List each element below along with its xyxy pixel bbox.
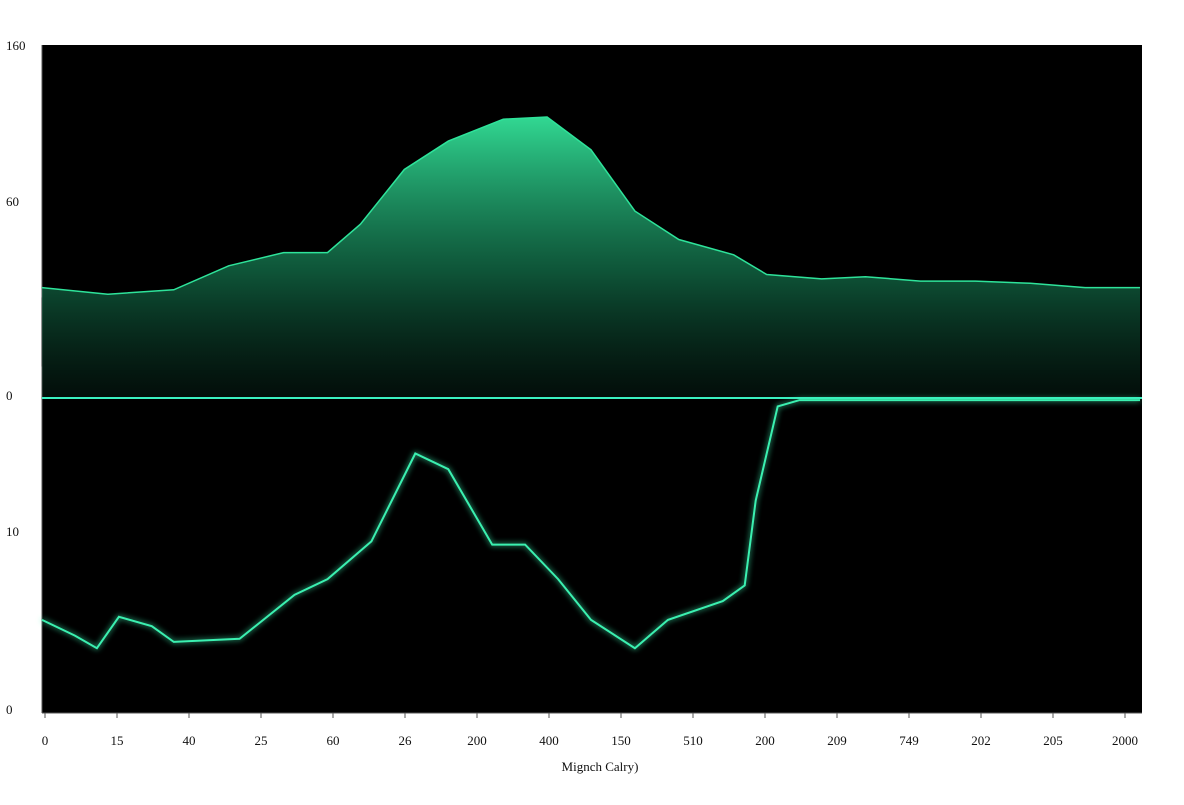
x-tick-label: 205 bbox=[1043, 733, 1063, 748]
area bbox=[42, 117, 1140, 397]
x-tick-label: 0 bbox=[42, 733, 49, 748]
x-tick-label: 26 bbox=[399, 733, 413, 748]
area-edge bbox=[41, 116, 1140, 295]
x-tick-label: 400 bbox=[539, 733, 559, 748]
x-tick-label: 25 bbox=[255, 733, 268, 748]
x-axis-label: Mignch Calry) bbox=[562, 759, 639, 774]
x-tick-label: 60 bbox=[327, 733, 340, 748]
y-tick-label: 60 bbox=[6, 194, 19, 209]
y-tick-label: 0 bbox=[6, 388, 13, 403]
x-tick-label: 749 bbox=[899, 733, 919, 748]
x-tick-label: 40 bbox=[183, 733, 196, 748]
x-tick-label: 209 bbox=[827, 733, 847, 748]
x-tick-label: 200 bbox=[755, 733, 775, 748]
line bbox=[41, 399, 1140, 650]
x-tick-label: 200 bbox=[467, 733, 487, 748]
y-tick-label: 160 bbox=[6, 38, 26, 53]
x-tick-label: 15 bbox=[111, 733, 124, 748]
x-tick-label: 510 bbox=[683, 733, 703, 748]
y-tick-label: 0 bbox=[6, 702, 13, 717]
y-tick-label: 10 bbox=[6, 524, 19, 539]
x-tick-label: 202 bbox=[971, 733, 991, 748]
x-tick-label: 150 bbox=[611, 733, 631, 748]
x-tick-label: 2000 bbox=[1112, 733, 1138, 748]
